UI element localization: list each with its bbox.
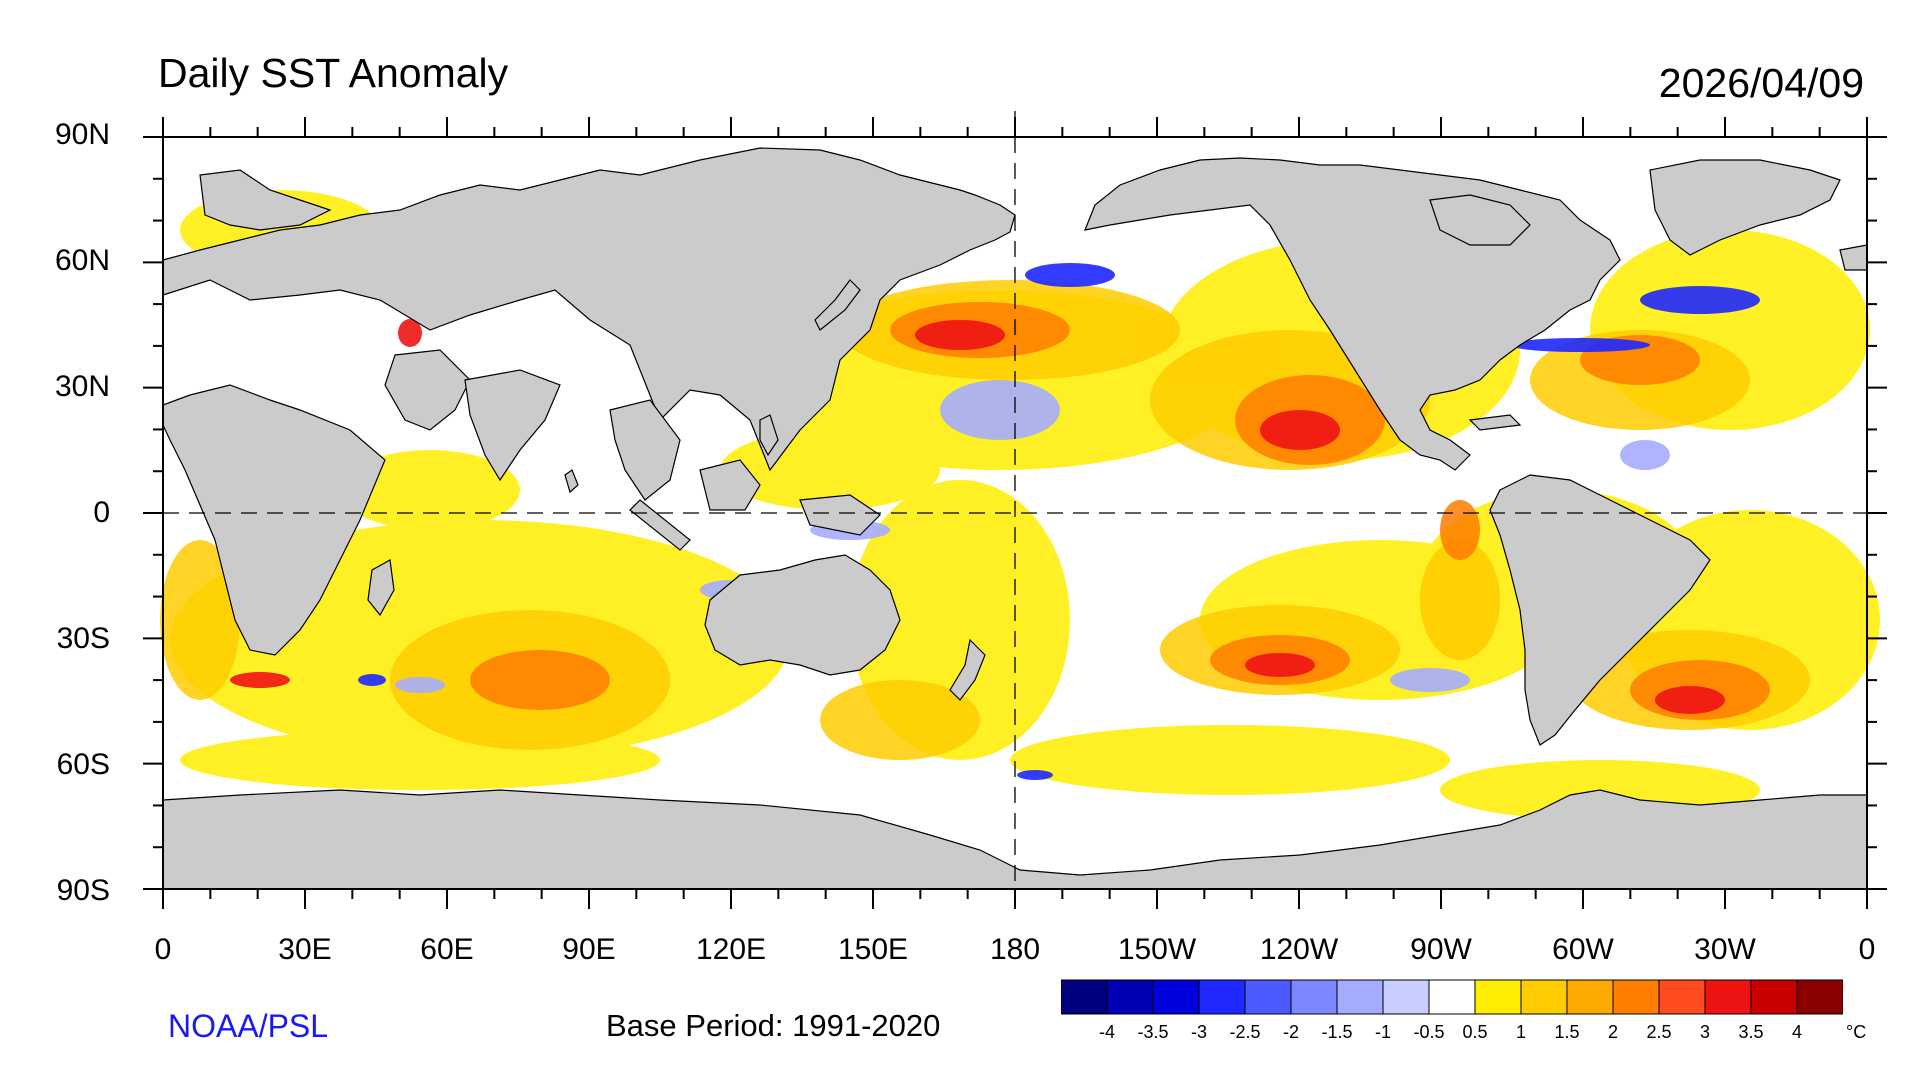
lat-label-90n: 90N — [54, 118, 110, 151]
axis-ticks — [143, 117, 1887, 909]
colorbar-label: 1 — [1515, 1022, 1526, 1042]
colorbar — [1061, 979, 1843, 1015]
colorbar-swatch — [1382, 979, 1430, 1015]
south-america-landmass — [1489, 474, 1711, 746]
caribbean-islands-landmass — [1468, 414, 1522, 431]
lon-label-90w: 90W — [1410, 933, 1472, 966]
colorbar-swatch — [1520, 979, 1568, 1015]
lon-label-90e: 90E — [562, 933, 616, 966]
iceland-landmass — [1839, 244, 1868, 271]
credit-label: NOAA/PSL — [168, 1008, 329, 1044]
philippines-landmass — [759, 414, 779, 457]
colorbar-swatch — [1244, 979, 1292, 1015]
new-guinea-landmass — [799, 494, 881, 536]
colorbar-swatch — [1152, 979, 1200, 1015]
lat-label-30n: 30N — [54, 370, 110, 403]
land-layer — [162, 147, 1868, 890]
colorbar-label: 3.5 — [1738, 1022, 1764, 1042]
madagascar-landmass — [367, 559, 395, 617]
lon-label-60e: 60E — [420, 933, 474, 966]
colorbar-label: 2.5 — [1646, 1022, 1672, 1042]
colorbar-label: -4 — [1098, 1022, 1115, 1042]
colorbar-swatch — [1198, 979, 1246, 1015]
lon-label-60w: 60W — [1552, 933, 1614, 966]
lat-label-0: 0 — [93, 496, 110, 529]
lat-label-60n: 60N — [54, 244, 110, 277]
colorbar-label: -3 — [1190, 1022, 1207, 1042]
colorbar-swatch — [1750, 979, 1798, 1015]
colorbar-swatch — [1474, 979, 1522, 1015]
europe-landmass — [199, 169, 332, 231]
colorbar-swatch — [1106, 979, 1154, 1015]
lon-label-150e: 150E — [837, 933, 909, 966]
africa-landmass — [162, 384, 386, 656]
arabia-landmass — [384, 349, 471, 431]
colorbar-label: -1 — [1374, 1022, 1391, 1042]
colorbar-swatch — [1612, 979, 1660, 1015]
arctic-islands-landmass — [1429, 194, 1531, 246]
lat-label-30s: 30S — [56, 622, 110, 655]
colorbar-label: -3.5 — [1137, 1022, 1169, 1042]
eurasia-landmass — [162, 147, 1016, 472]
lon-label-0-east: 0 — [1858, 933, 1876, 966]
lat-label-60s: 60S — [56, 748, 110, 781]
new-zealand-landmass — [949, 638, 986, 701]
lon-label-30w: 30W — [1694, 933, 1756, 966]
lon-label-30e: 30E — [278, 933, 332, 966]
colorbar-swatch — [1658, 979, 1706, 1015]
colorbar-swatch — [1566, 979, 1614, 1015]
india-landmass — [464, 369, 561, 482]
lon-label-120w: 120W — [1259, 933, 1339, 966]
lon-label-150w: 150W — [1117, 933, 1197, 966]
map-date: 2026/04/09 — [1658, 60, 1864, 106]
greenland-landmass — [1649, 159, 1841, 256]
japan-landmass — [814, 279, 861, 331]
colorbar-swatch — [1336, 979, 1384, 1015]
sri-lanka-landmass — [564, 469, 579, 494]
lon-label-180: 180 — [989, 933, 1041, 966]
lon-label-0: 0 — [154, 933, 172, 966]
colorbar-label: -1.5 — [1321, 1022, 1353, 1042]
colorbar-swatch — [1796, 979, 1843, 1015]
base-period-label: Base Period: 1991-2020 — [606, 1008, 941, 1043]
lat-label-90s: 90S — [56, 874, 110, 907]
australia-landmass — [704, 554, 901, 676]
southeast-asia-landmass — [609, 399, 681, 501]
colorbar-swatch — [1061, 979, 1108, 1015]
colorbar-swatch — [1704, 979, 1752, 1015]
colorbar-swatch — [1428, 979, 1476, 1015]
colorbar-unit: °C — [1846, 1022, 1867, 1042]
antarctica-landmass — [162, 789, 1868, 890]
colorbar-label: 4 — [1791, 1022, 1802, 1042]
lon-label-120e: 120E — [695, 933, 767, 966]
borneo-landmass — [699, 459, 761, 511]
colorbar-swatch — [1290, 979, 1338, 1015]
colorbar-label: 2 — [1607, 1022, 1618, 1042]
colorbar-label: -2 — [1282, 1022, 1299, 1042]
colorbar-label: 0.5 — [1462, 1022, 1488, 1042]
colorbar-label: -2.5 — [1229, 1022, 1261, 1042]
map-title: Daily SST Anomaly — [158, 50, 509, 96]
colorbar-label: 3 — [1699, 1022, 1710, 1042]
colorbar-label: -0.5 — [1413, 1022, 1445, 1042]
colorbar-label: 1.5 — [1554, 1022, 1580, 1042]
